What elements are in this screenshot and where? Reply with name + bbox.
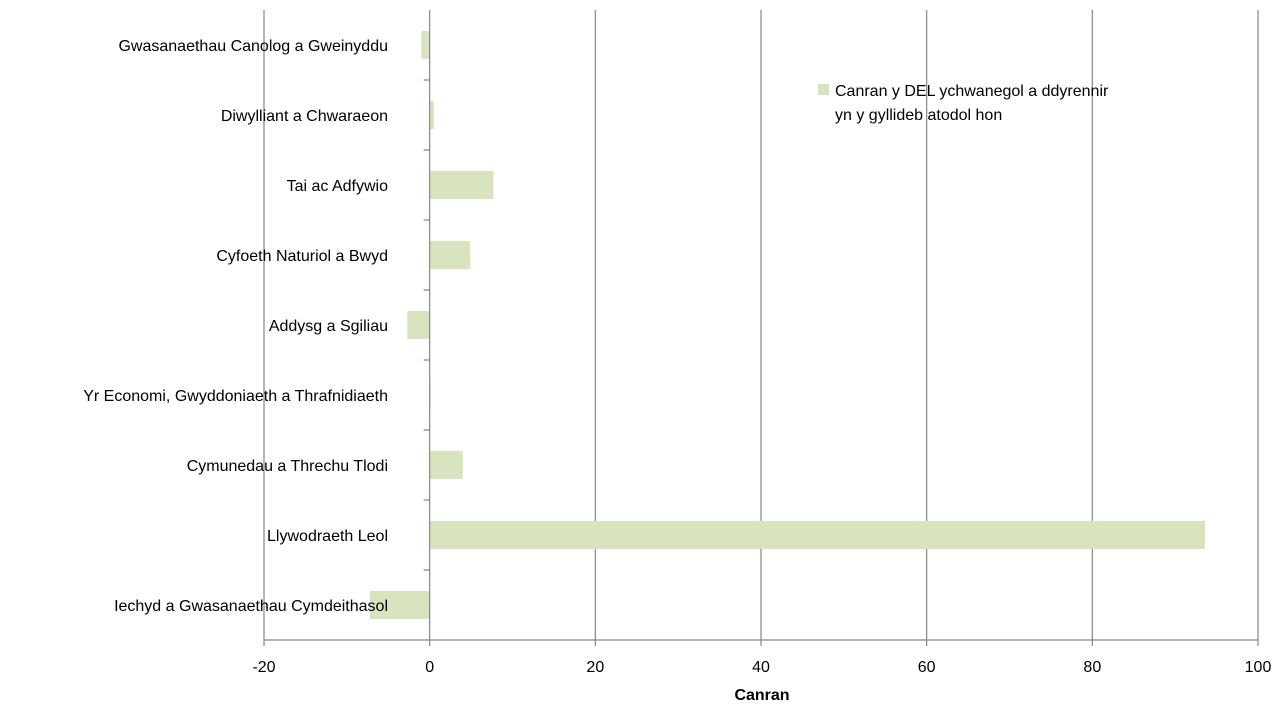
x-tick-label: 40 <box>752 659 770 676</box>
category-label: Cymunedau a Threchu Tlodi <box>187 458 388 475</box>
x-axis-title: Canran <box>734 687 789 704</box>
axes <box>263 10 1259 646</box>
x-tick-label: 80 <box>1083 659 1101 676</box>
x-tick-label: -20 <box>252 659 275 676</box>
category-label: Cyfoeth Naturiol a Bwyd <box>216 248 388 265</box>
bar <box>407 311 430 339</box>
category-label: Gwasanaethau Canolog a Gweinyddu <box>118 38 388 55</box>
category-label: Llywodraeth Leol <box>267 528 388 545</box>
bar <box>421 31 430 59</box>
x-tick-label: 0 <box>425 659 434 676</box>
x-tick-label: 60 <box>918 659 936 676</box>
bar <box>370 591 430 619</box>
bar <box>429 521 1205 549</box>
bar <box>429 101 434 129</box>
category-label: Addysg a Sgiliau <box>269 318 388 335</box>
gridlines <box>263 10 1259 640</box>
legend-swatch <box>818 84 829 95</box>
bar <box>429 241 471 269</box>
bar <box>429 451 463 479</box>
bars <box>370 31 1205 619</box>
legend-label: Canran y DEL ychwanegol a ddyrennir yn y … <box>835 83 1109 124</box>
category-label: Iechyd a Gwasanaethau Cymdeithasol <box>114 598 388 615</box>
x-tick-label: 20 <box>586 659 604 676</box>
category-label: Diwylliant a Chwaraeon <box>221 108 388 125</box>
legend: Canran y DEL ychwanegol a ddyrennir yn y … <box>818 83 1109 124</box>
bar <box>429 171 494 199</box>
category-label: Yr Economi, Gwyddoniaeth a Thrafnidiaeth <box>83 388 388 405</box>
labels: -20 0 20 40 60 80 100 Gwasanaethau Canolog a Gw… <box>83 38 1271 676</box>
category-label: Tai ac Adfywio <box>287 178 388 195</box>
x-tick-label: 100 <box>1245 659 1272 676</box>
